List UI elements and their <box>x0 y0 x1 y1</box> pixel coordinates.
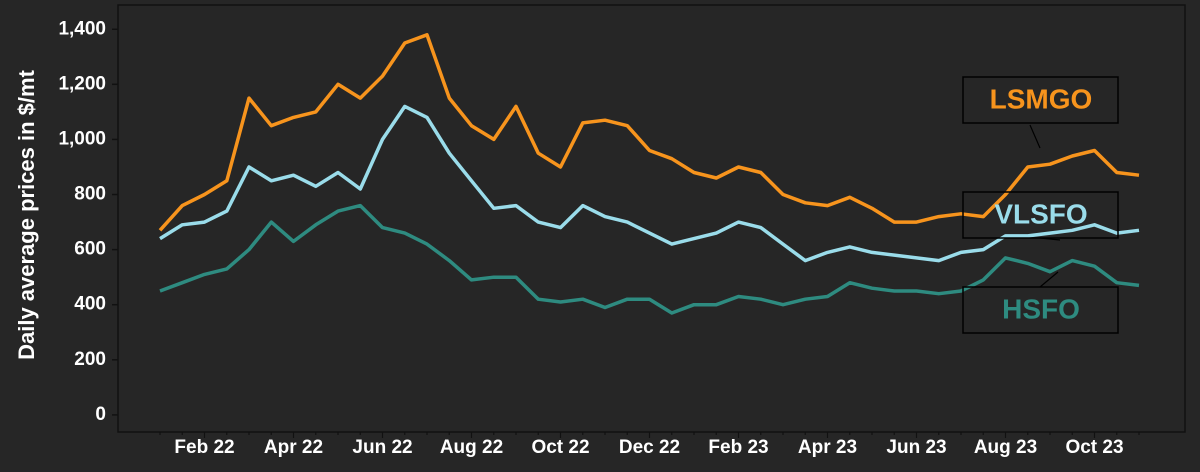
y-tick-label: 400 <box>74 294 106 315</box>
y-tick-label: 1,400 <box>58 18 106 39</box>
y-tick-label: 0 <box>95 404 106 425</box>
y-axis-title: Daily average prices in $/mt <box>14 69 39 359</box>
x-tick-label: Jun 22 <box>352 437 412 458</box>
x-tick-label: Feb 22 <box>174 437 234 458</box>
x-tick-label: Aug 23 <box>974 437 1037 458</box>
x-tick-label: Oct 23 <box>1065 437 1123 458</box>
series-label: VLSFO <box>994 198 1087 229</box>
y-tick-label: 600 <box>74 239 106 260</box>
series-line <box>159 203 1140 315</box>
x-tick-label: Feb 23 <box>708 437 768 458</box>
x-tick-label: Apr 23 <box>798 437 857 458</box>
x-tick-label: Oct 22 <box>531 437 589 458</box>
plot-frame <box>117 4 1186 433</box>
label-arrow <box>1039 271 1059 288</box>
label-arrow <box>1029 124 1041 149</box>
y-tick-label: 200 <box>74 349 106 370</box>
x-tick-label: Dec 22 <box>619 437 680 458</box>
x-tick-label: Apr 22 <box>264 437 323 458</box>
series-line <box>158 33 1140 232</box>
series-line <box>159 104 1140 263</box>
label-arrow <box>1039 237 1061 241</box>
y-tick-label: 800 <box>74 184 106 205</box>
label-box <box>962 76 1119 124</box>
series-label: LSMGO <box>990 83 1093 114</box>
y-tick-label: 1,000 <box>58 128 106 149</box>
series-label: HSFO <box>1002 293 1080 324</box>
y-tick-label: 1,200 <box>58 73 106 94</box>
x-tick-label: Jun 23 <box>886 437 946 458</box>
x-tick-label: Aug 22 <box>440 437 503 458</box>
